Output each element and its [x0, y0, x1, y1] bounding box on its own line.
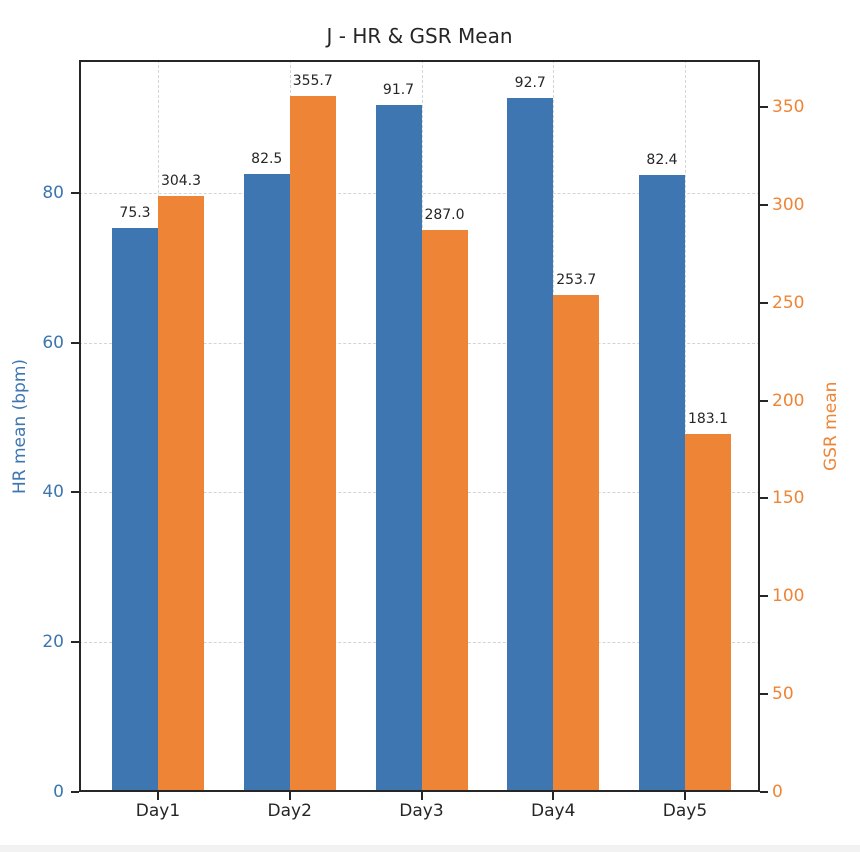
- left-axis-tick-label: 40: [42, 482, 64, 503]
- x-tick-label-day3: Day3: [399, 801, 444, 821]
- x-tick-label-day5: Day5: [662, 801, 708, 821]
- bottom-strip: [0, 845, 860, 852]
- right-axis-tick-label: 250: [772, 292, 805, 313]
- right-tick-mark: [760, 399, 768, 402]
- bar-value-label-hr-day2: 82.5: [251, 151, 283, 168]
- left-tick-mark: [71, 641, 79, 644]
- x-tick-label-day2: Day2: [267, 801, 312, 821]
- right-axis-tick-label: 300: [772, 194, 805, 215]
- right-tick-mark: [760, 203, 768, 206]
- right-axis-tick-label: 200: [772, 390, 805, 411]
- chart-title: J - HR & GSR Mean: [326, 24, 513, 48]
- right-tick-mark: [760, 791, 768, 793]
- bar-gsr-day1: [158, 196, 204, 792]
- right-tick-mark: [760, 595, 768, 598]
- bar-gsr-day3: [421, 230, 468, 792]
- right-axis-tick-label: 100: [772, 586, 805, 607]
- right-axis-tick-label: 50: [772, 684, 794, 705]
- plot-area: 75.3 304.3 82.5 355.7 91.7 287.0 92.7 253.7 82.4…: [79, 60, 760, 792]
- right-axis-tick-label: 350: [772, 96, 805, 117]
- bar-value-label-hr-day1: 75.3: [119, 205, 151, 222]
- right-tick-mark: [760, 693, 768, 696]
- x-tick-label-day4: Day4: [531, 801, 576, 821]
- x-tick-mark: [157, 792, 159, 800]
- left-axis-tick-label: 0: [53, 782, 64, 802]
- x-tick-mark: [420, 792, 423, 800]
- right-tick-mark: [760, 301, 768, 304]
- gridline-vertical: [685, 60, 686, 792]
- left-axis-tick-label: 20: [42, 632, 64, 653]
- bar-gsr-day4: [553, 295, 600, 792]
- x-tick-mark: [288, 792, 291, 800]
- bar-value-label-gsr-day4: 253.7: [556, 272, 597, 289]
- bar-value-label-gsr-day3: 287.0: [424, 207, 465, 224]
- bar-gsr-day5: [685, 433, 731, 792]
- x-tick-mark: [684, 792, 686, 800]
- left-axis-tick-label: 60: [42, 332, 64, 353]
- bar-hr-day2: [243, 174, 290, 792]
- left-tick-mark: [71, 341, 79, 344]
- bar-hr-day1: [112, 228, 158, 792]
- right-tick-mark: [760, 105, 768, 108]
- bar-value-label-gsr-day1: 304.3: [160, 173, 202, 190]
- right-axis-tick-label: 150: [772, 488, 805, 509]
- bar-hr-day4: [507, 97, 554, 792]
- bar-value-label-hr-day5: 82.4: [646, 152, 678, 168]
- left-tick-mark: [71, 191, 79, 194]
- bar-value-label-gsr-day5: 183.1: [687, 410, 729, 427]
- bar-hr-day3: [375, 105, 422, 792]
- bar-value-label-hr-day3: 91.7: [382, 82, 415, 99]
- bar-value-label-hr-day4: 92.7: [514, 74, 546, 91]
- right-axis-tick-label: 0: [772, 782, 783, 802]
- bar-value-label-gsr-day2: 355.7: [292, 72, 333, 89]
- left-axis-tick-label: 80: [42, 182, 64, 203]
- left-axis-label: HR mean (bpm): [10, 358, 30, 494]
- bar-gsr-day2: [289, 95, 336, 792]
- right-tick-mark: [760, 497, 768, 500]
- x-tick-mark: [552, 792, 555, 800]
- left-tick-mark: [71, 491, 79, 494]
- x-tick-label-day1: Day1: [135, 801, 181, 821]
- bar-hr-day5: [639, 175, 685, 792]
- left-tick-mark: [71, 791, 79, 793]
